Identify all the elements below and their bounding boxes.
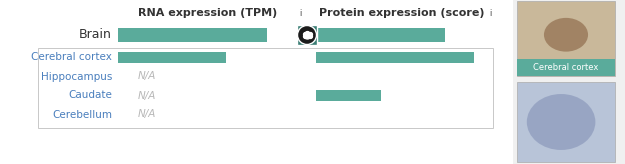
Text: Cerebral cortex: Cerebral cortex [533, 63, 599, 72]
Ellipse shape [527, 94, 596, 150]
Text: N/A: N/A [138, 91, 156, 101]
Circle shape [298, 25, 316, 44]
FancyBboxPatch shape [38, 48, 493, 128]
FancyBboxPatch shape [118, 28, 268, 42]
Text: i: i [299, 9, 301, 18]
Text: i: i [489, 9, 491, 18]
Text: Protein expression (score): Protein expression (score) [319, 8, 485, 18]
Text: Caudate: Caudate [68, 91, 112, 101]
FancyBboxPatch shape [517, 59, 615, 76]
FancyBboxPatch shape [517, 82, 615, 162]
Text: Cerebral cortex: Cerebral cortex [31, 52, 112, 62]
Text: Brain: Brain [79, 29, 112, 41]
Text: RNA expression (TPM): RNA expression (TPM) [138, 8, 278, 18]
Text: N/A: N/A [138, 110, 156, 120]
FancyBboxPatch shape [0, 0, 513, 164]
FancyBboxPatch shape [517, 1, 615, 76]
Polygon shape [297, 25, 317, 45]
FancyBboxPatch shape [118, 52, 226, 63]
Text: N/A: N/A [138, 72, 156, 82]
FancyBboxPatch shape [316, 52, 474, 63]
FancyBboxPatch shape [316, 28, 445, 42]
Text: Hippocampus: Hippocampus [41, 72, 112, 82]
Ellipse shape [544, 18, 588, 52]
Text: Cerebellum: Cerebellum [52, 110, 112, 120]
FancyBboxPatch shape [316, 90, 381, 101]
